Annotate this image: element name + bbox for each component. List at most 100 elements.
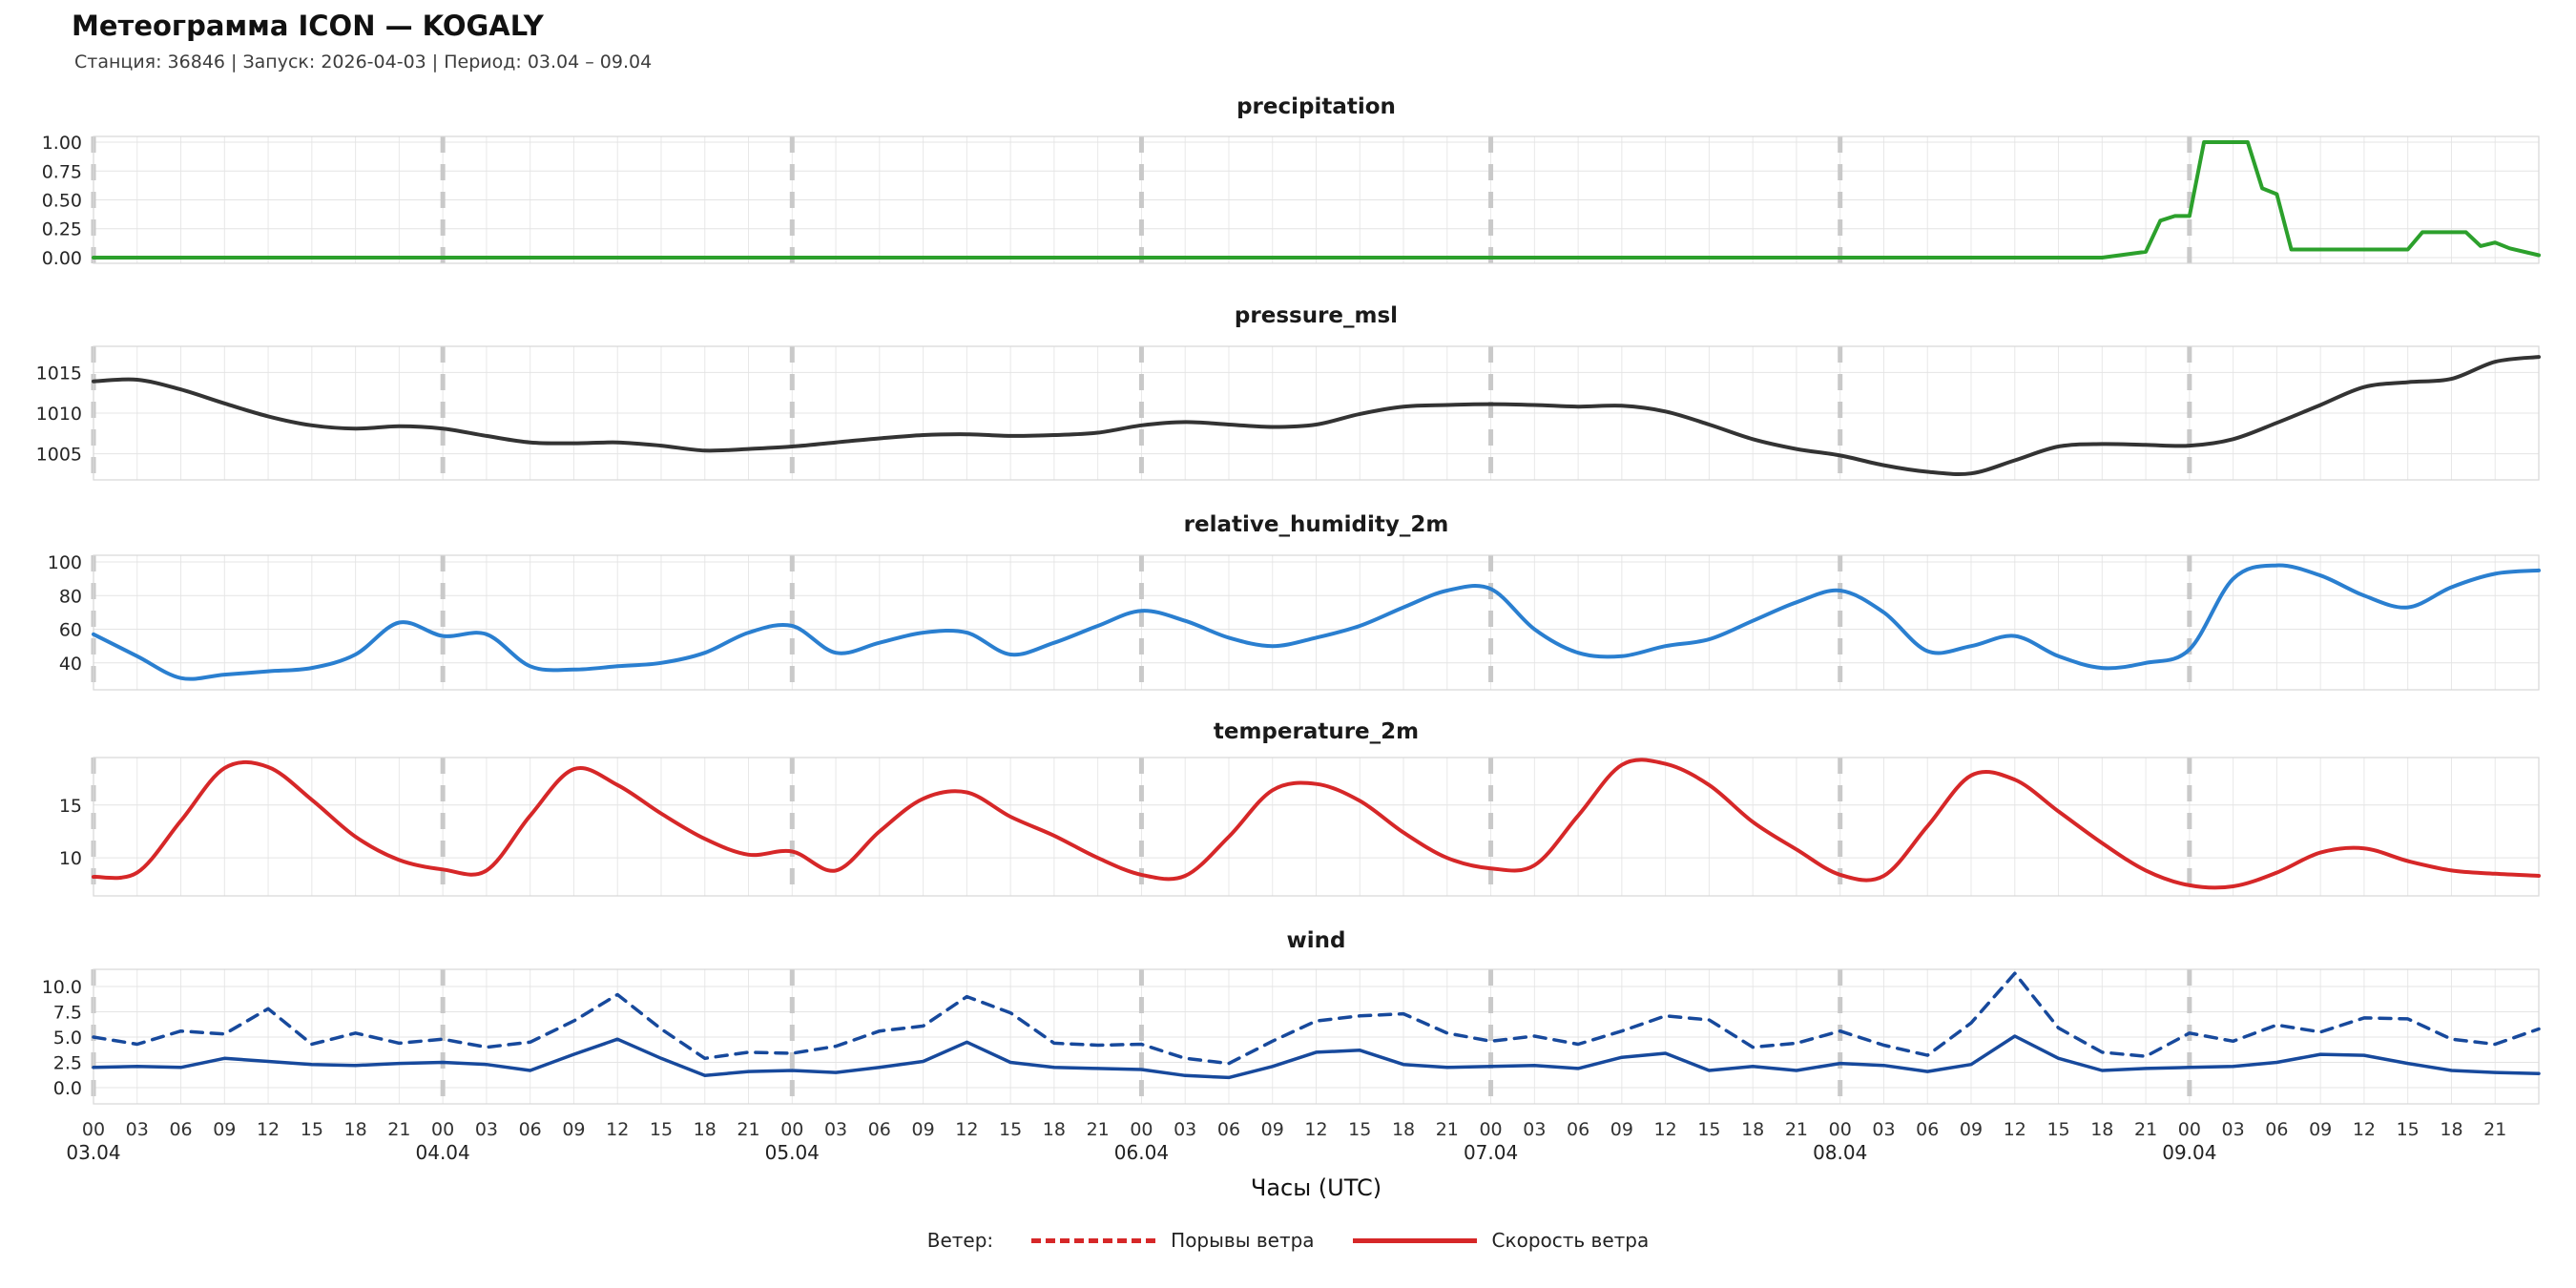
svg-text:0.50: 0.50 [42,191,82,212]
svg-text:09: 09 [1261,1119,1284,1140]
svg-text:06: 06 [1217,1119,1240,1140]
precipitation-chart: 1.00 0.75 0.50 0.25 0.00 [42,133,2541,269]
chart-title-pressure-msl: pressure_msl [1234,303,1399,328]
svg-text:03.04: 03.04 [66,1141,120,1164]
svg-text:06: 06 [519,1119,542,1140]
svg-text:15: 15 [1697,1119,1720,1140]
chart-title-temperature: temperature_2m [1213,719,1420,744]
chart-title-precipitation: precipitation [1236,94,1396,119]
svg-text:03: 03 [1872,1119,1895,1140]
svg-text:06: 06 [2265,1119,2288,1140]
svg-text:00: 00 [1829,1119,1852,1140]
svg-text:18: 18 [1043,1119,1066,1140]
svg-text:08.04: 08.04 [1813,1141,1867,1164]
legend-speed-label: Скорость ветра [1491,1229,1650,1252]
svg-text:12: 12 [2353,1119,2376,1140]
svg-text:21: 21 [387,1119,410,1140]
svg-text:18: 18 [344,1119,367,1140]
svg-text:15: 15 [2397,1119,2420,1140]
legend-label: Ветер: [926,1229,994,1252]
svg-text:05.04: 05.04 [765,1141,820,1164]
legend-gusts-label: Порывы ветра [1171,1229,1315,1252]
svg-text:12: 12 [1304,1119,1327,1140]
svg-text:18: 18 [1392,1119,1415,1140]
legend-item-gusts: Порывы ветра [1031,1229,1315,1252]
svg-text:5.0: 5.0 [53,1028,82,1049]
svg-text:2.5: 2.5 [53,1053,82,1074]
svg-text:0.0: 0.0 [53,1078,82,1099]
svg-text:06: 06 [1916,1119,1939,1140]
svg-text:04.04: 04.04 [416,1141,470,1164]
svg-text:00: 00 [1130,1119,1153,1140]
svg-text:12: 12 [2004,1119,2026,1140]
svg-text:80: 80 [59,586,82,607]
svg-text:21: 21 [1087,1119,1110,1140]
svg-text:03: 03 [1523,1119,1546,1140]
svg-text:1.00: 1.00 [42,133,82,154]
svg-text:0.25: 0.25 [42,219,82,240]
svg-text:09: 09 [1960,1119,1983,1140]
svg-text:06: 06 [868,1119,891,1140]
svg-text:12: 12 [955,1119,978,1140]
svg-text:1015: 1015 [36,363,82,384]
relative-humidity-chart: 100 80 60 40 [48,552,2541,691]
svg-text:15: 15 [1348,1119,1371,1140]
svg-text:1005: 1005 [36,445,82,466]
svg-text:10: 10 [59,848,82,869]
svg-text:18: 18 [1741,1119,1764,1140]
svg-text:18: 18 [2090,1119,2113,1140]
svg-text:00: 00 [431,1119,454,1140]
pressure-msl-chart: 1015 1010 1005 [36,345,2541,481]
page-subtitle: Станция: 36846 | Запуск: 2026-04-03 | Пе… [74,52,653,73]
svg-text:21: 21 [2483,1119,2506,1140]
svg-text:07.04: 07.04 [1464,1141,1518,1164]
svg-text:09.04: 09.04 [2162,1141,2216,1164]
svg-text:21: 21 [1785,1119,1808,1140]
svg-text:12: 12 [606,1119,629,1140]
svg-text:09: 09 [2309,1119,2332,1140]
svg-text:10.0: 10.0 [42,977,82,998]
svg-text:06: 06 [1567,1119,1589,1140]
svg-text:7.5: 7.5 [53,1003,82,1024]
svg-text:40: 40 [59,654,82,675]
svg-text:18: 18 [2440,1119,2462,1140]
svg-text:12: 12 [1654,1119,1677,1140]
legend-item-speed: Скорость ветра [1352,1229,1650,1252]
svg-text:21: 21 [1436,1119,1459,1140]
svg-text:0.00: 0.00 [42,248,82,269]
chart-title-wind: wind [1286,928,1346,953]
chart-title-relative-humidity: relative_humidity_2m [1183,512,1449,537]
svg-text:21: 21 [2134,1119,2157,1140]
svg-text:21: 21 [737,1119,759,1140]
svg-text:03: 03 [2222,1119,2245,1140]
svg-text:09: 09 [911,1119,934,1140]
svg-text:06.04: 06.04 [1114,1141,1169,1164]
svg-text:09: 09 [562,1119,585,1140]
svg-text:00: 00 [780,1119,803,1140]
svg-text:15: 15 [999,1119,1022,1140]
svg-text:03: 03 [475,1119,498,1140]
dashed-line-swatch-icon [1031,1237,1156,1243]
svg-text:15: 15 [650,1119,673,1140]
svg-text:03: 03 [126,1119,149,1140]
svg-text:00: 00 [1479,1119,1502,1140]
svg-text:1010: 1010 [36,404,82,425]
svg-text:0.75: 0.75 [42,161,82,182]
svg-text:06: 06 [169,1119,192,1140]
svg-text:15: 15 [301,1119,323,1140]
svg-text:03: 03 [824,1119,847,1140]
svg-text:09: 09 [1610,1119,1633,1140]
svg-text:15: 15 [2046,1119,2069,1140]
svg-text:18: 18 [694,1119,717,1140]
svg-text:60: 60 [59,620,82,641]
svg-text:00: 00 [82,1119,105,1140]
svg-text:Часы (UTC): Часы (UTC) [1251,1174,1381,1201]
svg-text:12: 12 [257,1119,280,1140]
wind-legend: Ветер: Порывы ветра Скорость ветра [0,1229,2576,1252]
svg-text:03: 03 [1174,1119,1196,1140]
page-title: Метеограмма ICON — KOGALY [72,10,544,42]
svg-text:09: 09 [213,1119,236,1140]
svg-text:15: 15 [59,796,82,817]
